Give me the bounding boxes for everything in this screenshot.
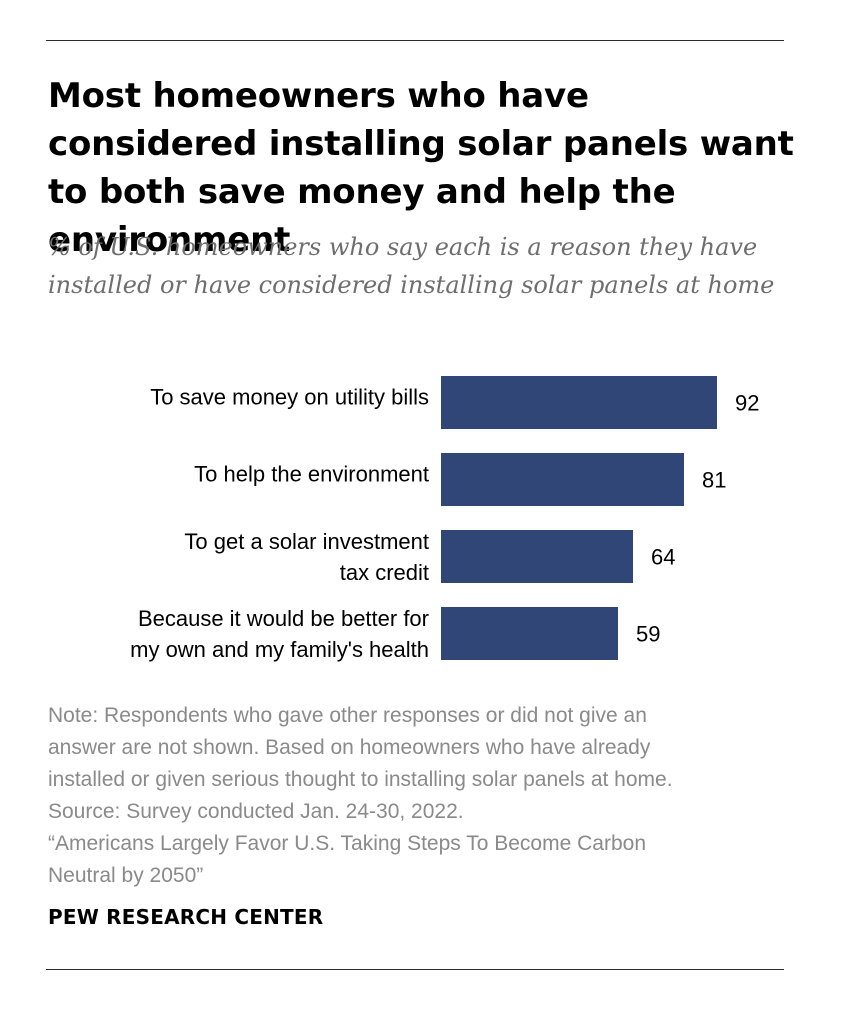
bar (441, 453, 684, 506)
bar-chart-svg: 92 To save money on utility bills 81 To hel… (130, 376, 759, 662)
chart-title: Most homeowners who have considered inst… (48, 76, 794, 260)
chart-notes: Note: Respondents who gave other respons… (48, 700, 788, 892)
source-organization: PEW RESEARCH CENTER (48, 905, 324, 929)
data-label: 59 (636, 622, 660, 647)
bar (441, 607, 618, 660)
bar (441, 376, 717, 429)
report-title-line: “Americans Largely Favor U.S. Taking Ste… (48, 832, 646, 855)
note-line: Note: Respondents who gave other respons… (48, 704, 647, 727)
top-rule (46, 40, 784, 41)
bottom-rule (46, 969, 784, 970)
bar (441, 530, 633, 583)
report-title-line: Neutral by 2050” (48, 864, 204, 887)
category-label: To help the environment (194, 462, 429, 487)
bar-chart: 92 To save money on utility bills 81 To hel… (0, 360, 843, 680)
category-label: To save money on utility bills (150, 385, 429, 410)
category-label: my own and my family's health (130, 637, 429, 662)
data-label: 81 (702, 468, 726, 493)
note-line: answer are not shown. Based on homeowner… (48, 736, 651, 759)
category-label: Because it would be better for (138, 606, 429, 631)
chart-subtitle: % of U.S. homeowners who say each is a r… (48, 233, 775, 299)
category-label: To get a solar investment (184, 529, 429, 554)
source-line: Source: Survey conducted Jan. 24-30, 202… (48, 800, 464, 823)
category-label: tax credit (340, 560, 429, 585)
data-label: 64 (651, 545, 675, 570)
note-line: installed or given serious thought to in… (48, 768, 673, 791)
data-label: 92 (735, 391, 759, 416)
